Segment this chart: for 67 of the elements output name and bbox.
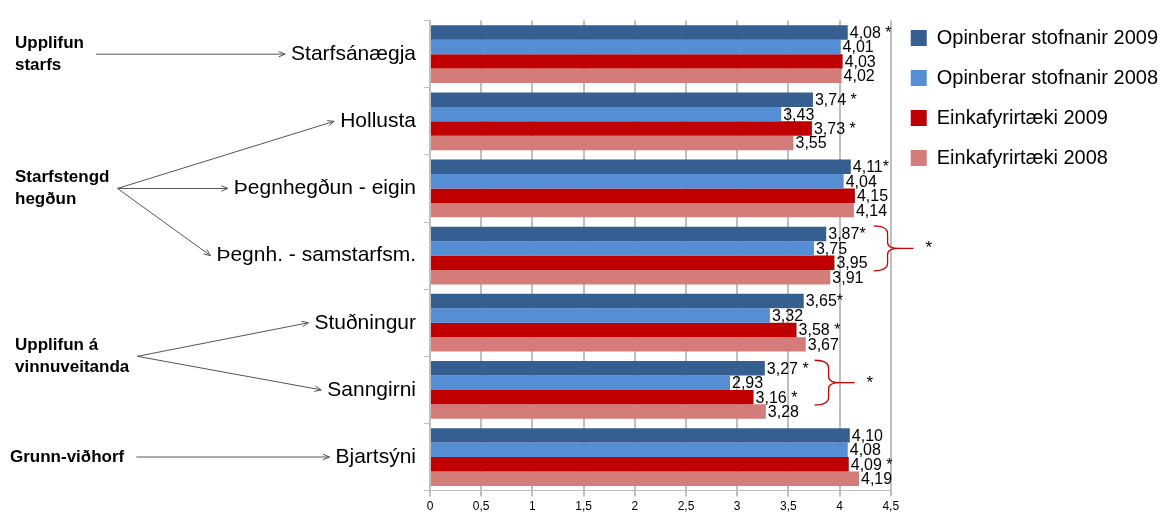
x-tick-label: 3,5 [780,499,798,514]
legend-label: Opinberar stofnanir 2009 [936,25,1158,48]
data-label: 4,15 [856,187,889,205]
bar [431,241,814,256]
data-label: 3,43 [783,105,815,123]
data-label: 3,32 [771,306,804,324]
x-tick-label: 0,5 [472,499,490,514]
bar [431,270,831,285]
data-label: 4,08 * [849,23,892,41]
x-tick-label: 2,5 [677,499,695,514]
y-tick-label: Þegnhegðun - eigin [233,175,416,199]
bar [431,442,848,458]
legend-label: Einkafyrirtæki 2009 [936,105,1108,128]
bar [431,471,860,486]
bar [431,92,813,107]
y-tick-label: Stuðningur [314,309,416,333]
legend-label: Einkafyrirtæki 2008 [936,145,1108,168]
data-label: 3,74 * [814,91,857,109]
data-label: 4,10 [851,426,884,444]
data-label: 4,19 [861,470,893,488]
bar [431,404,766,419]
data-label: 4,11* [852,158,890,176]
x-tick-label: 1,5 [575,499,593,514]
bar [431,226,827,242]
annotation: * [866,372,874,393]
x-tick-label: 0 [426,499,434,514]
x-tick-label: 1 [529,499,537,514]
data-label: 3,27 * [766,359,809,377]
x-tick-label: 4,5 [882,499,900,514]
data-label: 4,02 [843,67,875,85]
bar [431,39,841,55]
y-tick-label: Bjartsýni [335,443,416,467]
bar [431,308,770,323]
legend-label: Opinberar stofnanir 2008 [936,65,1158,88]
text: Grunn-viðhorf [10,446,126,468]
data-label: 3,58 * [798,321,841,339]
data-label: 3,73 * [813,119,856,137]
text: Upplifun starfs [15,32,85,77]
y-tick-label: Þegnh. - samstarfsm. [216,242,416,266]
bar [431,202,854,218]
bar [431,68,842,84]
text: Upplifun á vinnuveitanda [15,334,131,379]
bar [431,121,812,136]
bar [431,361,765,376]
bar [431,375,730,390]
bar [431,106,782,122]
y-tick-label: Hollusta [340,108,417,132]
x-tick-label: 3 [733,499,741,514]
x-tick-label: 2 [631,499,639,514]
bar [431,337,806,352]
bar [431,428,850,443]
bar [431,25,848,40]
data-label: 4,08 [849,441,881,459]
bar [431,54,843,69]
y-tick-label: Starfsánægja [291,40,417,64]
bar [431,188,855,203]
bar [431,255,835,271]
y-tick-label: Sanngirni [327,376,416,400]
text: * [925,238,933,259]
bar [431,293,804,309]
bar [431,174,844,189]
data-label: 3,65* [805,292,844,310]
bar [431,159,851,175]
x-tick-label: 4 [836,499,844,514]
bar [431,135,794,151]
bar [431,457,849,472]
text: Starfstengd hegðun [15,166,111,211]
